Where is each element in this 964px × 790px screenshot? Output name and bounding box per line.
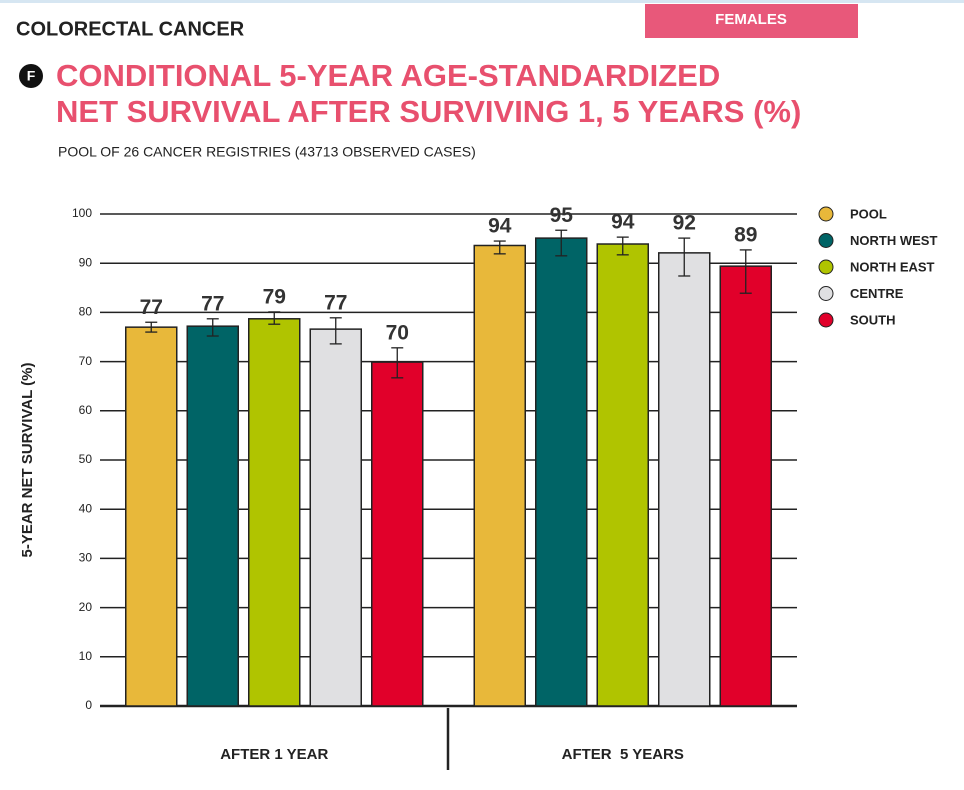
y-tick-label: 20 (79, 600, 93, 614)
value-label: 70 (386, 321, 409, 344)
legend-swatch (818, 259, 834, 275)
y-tick-label: 0 (85, 698, 92, 712)
value-label: 77 (324, 291, 347, 314)
legend-label: CENTRE (850, 286, 904, 301)
tag-box (645, 4, 858, 38)
legend-label: NORTH EAST (850, 259, 935, 274)
bar (125, 326, 178, 707)
legend-swatch (818, 312, 834, 328)
x-tick-label: AFTER 5 YEARS (562, 746, 684, 763)
value-label: 92 (673, 212, 696, 235)
value-label: 94 (488, 215, 512, 238)
subtitle: POOL OF 26 CANCER REGISTRIES (43713 OBSE… (58, 144, 476, 160)
y-tick-label: 50 (79, 452, 93, 466)
y-tick-label: 100 (72, 206, 92, 220)
value-label: 79 (263, 285, 286, 308)
value-label: 77 (140, 296, 163, 319)
legend-label: NORTH WEST (850, 233, 937, 248)
legend-label: SOUTH (850, 312, 896, 327)
panel-label: F (27, 68, 36, 84)
legend-label: POOL (850, 206, 887, 221)
value-label: 94 (611, 211, 635, 234)
y-tick-label: 90 (79, 255, 93, 269)
panel-badge (19, 64, 43, 88)
legend-swatch (818, 206, 834, 222)
value-label: 77 (201, 292, 224, 315)
bar (719, 265, 772, 707)
y-tick-label: 60 (79, 403, 93, 417)
y-tick-label: 30 (79, 551, 93, 565)
y-tick-label: 70 (79, 354, 93, 368)
bar (248, 318, 301, 707)
chart-title: NET SURVIVAL AFTER SURVIVING 1, 5 YEARS … (56, 94, 801, 129)
bar (596, 243, 649, 707)
y-tick-label: 40 (79, 501, 93, 515)
top-rule (0, 0, 964, 3)
y-axis-label: 5-YEAR NET SURVIVAL (%) (19, 362, 36, 557)
x-tick-label: AFTER 1 YEAR (220, 746, 328, 763)
bar (473, 244, 526, 707)
bar (186, 325, 239, 707)
chart-title: CONDITIONAL 5-YEAR AGE-STANDARDIZED (56, 58, 720, 93)
bar (535, 237, 588, 707)
legend-swatch (818, 286, 834, 301)
legend-swatch (818, 233, 834, 248)
section-title: COLORECTAL CANCER (16, 18, 245, 40)
tag-label: FEMALES (715, 11, 787, 28)
value-label: 89 (734, 223, 757, 246)
y-tick-label: 80 (79, 305, 93, 319)
bar (309, 328, 362, 707)
bar (371, 361, 424, 707)
value-label: 95 (550, 204, 574, 227)
bar (658, 252, 711, 707)
y-tick-label: 10 (79, 649, 93, 663)
